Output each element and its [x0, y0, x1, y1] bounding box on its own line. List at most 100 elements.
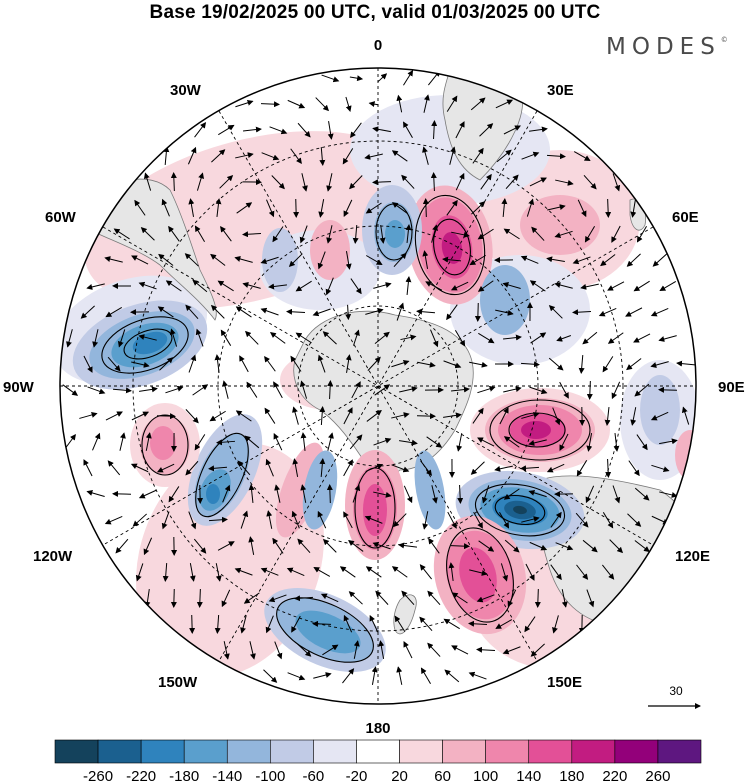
wind-vector [113, 228, 130, 240]
wind-vector [189, 614, 196, 634]
wind-vector [235, 306, 252, 318]
wind-vector [442, 256, 462, 263]
wind-vector [534, 588, 541, 608]
wind-vector [345, 354, 352, 373]
wind-vector [140, 227, 155, 241]
wind-vector [188, 511, 197, 530]
colorbar-swatch [183, 739, 228, 764]
wind-vector [524, 616, 536, 633]
lon-label-60w: 60W [45, 209, 77, 226]
wind-vector-field [62, 69, 696, 685]
colorbar-tick-label: 260 [645, 768, 670, 783]
wind-vector [365, 566, 382, 578]
map-disc [60, 68, 696, 704]
map-border [59, 67, 697, 705]
wind-vector [143, 172, 152, 191]
wind-vector [210, 304, 225, 319]
wind-vector [507, 589, 517, 608]
wind-vector [317, 510, 327, 529]
wind-vector [112, 387, 132, 394]
colorbar-swatch [528, 739, 573, 764]
wind-vector [446, 199, 458, 216]
wind-vector [403, 485, 413, 504]
wind-vector [550, 564, 562, 581]
wind-vector [529, 386, 548, 395]
wind-vector [348, 591, 363, 605]
colorbar-swatch [226, 739, 271, 764]
wind-vector [521, 516, 540, 523]
wind-vector [478, 332, 495, 344]
colorbar-swatch [97, 739, 142, 764]
wind-vector [401, 174, 415, 189]
wind-vector [217, 280, 234, 292]
wind-vector [185, 409, 199, 424]
wind-vector [443, 412, 462, 419]
wind-vector [350, 122, 362, 139]
wind-vector [92, 432, 101, 451]
wind-vector [529, 280, 546, 292]
wind-vector [162, 562, 169, 582]
wind-vector [374, 331, 390, 344]
colorbar-swatch [571, 739, 616, 764]
wind-vector [578, 354, 585, 374]
colorbar-tick-label: 100 [473, 768, 498, 783]
wind-vector [546, 153, 566, 160]
wind-vector [216, 439, 236, 446]
wind-vector [288, 253, 303, 268]
wind-vector [505, 174, 519, 190]
wind-vector [210, 253, 226, 266]
wind-vector [394, 615, 406, 632]
wind-vector [576, 564, 589, 580]
wind-vector [321, 74, 340, 83]
wind-vector [471, 201, 486, 215]
wind-vector [604, 406, 611, 426]
wind-vector [476, 594, 495, 603]
wind-vector [290, 148, 302, 165]
wind-vector [294, 595, 314, 602]
wind-vector [242, 282, 261, 289]
wind-vector [156, 413, 176, 420]
wind-vector [374, 384, 391, 396]
wind-vector [260, 567, 279, 576]
wind-vector [658, 335, 677, 342]
negative-center-20E-inner [362, 185, 422, 275]
wind-vector [405, 276, 412, 296]
wind-vector [62, 384, 79, 396]
wind-vector [391, 359, 410, 368]
wind-vector [444, 669, 460, 683]
wind-vector [552, 407, 561, 426]
wind-vector [188, 198, 195, 217]
wind-vector [500, 563, 509, 582]
wind-vector [222, 484, 231, 503]
wind-vector [375, 590, 389, 605]
wind-vector [339, 566, 356, 578]
wind-vector [391, 566, 408, 578]
wind-vector [396, 666, 403, 685]
wind-vector [625, 307, 643, 317]
wind-vector [609, 539, 624, 554]
wind-vector [501, 198, 508, 218]
wind-vector [443, 360, 462, 369]
wind-vector [576, 460, 588, 477]
wind-vector [419, 564, 432, 580]
wind-vector [286, 308, 306, 315]
colorbar-tick-label: 20 [391, 768, 408, 783]
wind-vector [145, 432, 152, 451]
wind-vector [301, 173, 308, 192]
lon-label-90w: 90W [3, 379, 35, 396]
colorbar-tick-label: -100 [255, 768, 285, 783]
colorbar-tick-label: -60 [303, 768, 325, 783]
wind-vector [502, 282, 521, 289]
wind-vector [554, 282, 573, 289]
wind-vector [602, 356, 614, 373]
wind-vector [469, 254, 486, 266]
wind-vector [446, 95, 458, 112]
wind-vector [602, 512, 614, 529]
wind-vector [583, 174, 597, 190]
wind-vector [107, 356, 121, 372]
wind-vector [219, 174, 234, 189]
wind-vector [268, 283, 287, 290]
wind-vector [658, 386, 678, 393]
wind-vector [134, 199, 146, 216]
wind-vector [449, 146, 456, 165]
